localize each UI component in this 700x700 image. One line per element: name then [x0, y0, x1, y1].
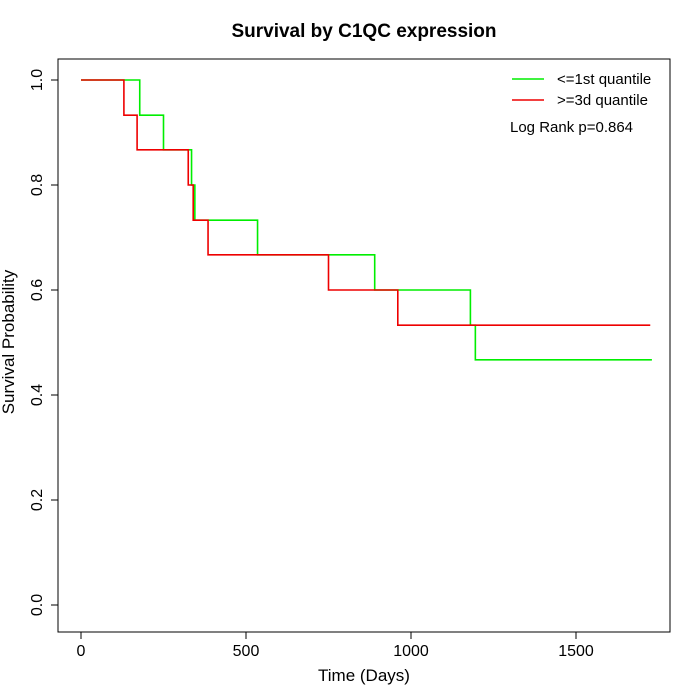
survival-curve-2 [81, 79, 651, 326]
x-tick-label: 500 [233, 643, 260, 660]
x-axis: 0 500 1000 1500 [77, 631, 594, 660]
y-axis: 0.0 0.2 0.4 0.6 0.8 1.0 [29, 69, 59, 616]
log-rank-annotation: Log Rank p=0.864 [510, 119, 633, 136]
y-axis-title: Survival Probability [0, 269, 18, 414]
y-tick-label: 0.6 [29, 279, 46, 301]
plot-frame [57, 58, 671, 633]
y-tick-label: 1.0 [29, 69, 46, 91]
legend-label: <=1st quantile [557, 71, 651, 88]
series-layer [81, 79, 652, 361]
y-tick-label: 0.2 [29, 489, 46, 511]
x-tick-label: 1000 [393, 643, 429, 660]
chart-title: Survival by C1QC expression [231, 21, 496, 42]
x-tick-label: 0 [77, 643, 86, 660]
y-tick-label: 0.0 [29, 594, 46, 616]
x-axis-title: Time (Days) [318, 666, 410, 685]
x-tick-label: 1500 [558, 643, 594, 660]
y-tick-label: 0.4 [29, 384, 46, 406]
y-tick-label: 0.8 [29, 174, 46, 196]
legend-label: >=3d quantile [557, 92, 648, 109]
legend: <=1st quantile >=3d quantile [512, 71, 651, 109]
